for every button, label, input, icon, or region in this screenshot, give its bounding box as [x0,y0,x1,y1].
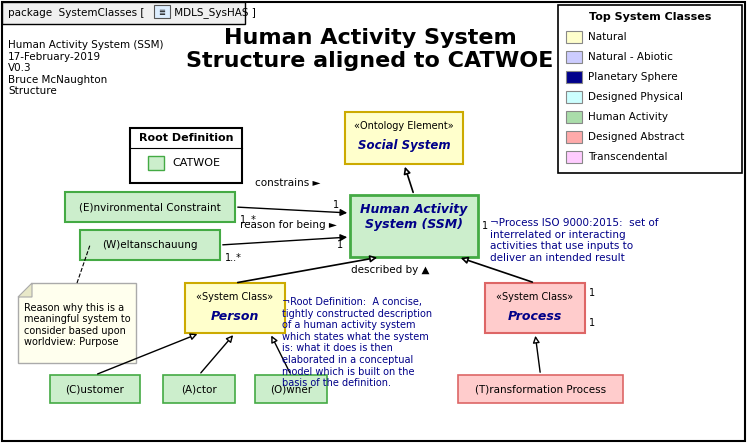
Text: 1: 1 [337,240,343,250]
Text: Human Activity System (SSM)
17-February-2019
V0.3
Bruce McNaughton
Structure: Human Activity System (SSM) 17-February-… [8,40,164,97]
Text: (O)wner: (O)wner [270,384,312,394]
Text: Human Activity: Human Activity [588,112,668,122]
Bar [185,283,285,333]
Text: described by ▲: described by ▲ [351,265,430,275]
Bar [566,31,582,43]
Text: Planetary Sphere: Planetary Sphere [588,72,678,82]
Bar [154,5,170,18]
Bar [65,192,235,222]
Polygon shape [18,283,32,297]
Text: Transcendental: Transcendental [588,152,668,162]
Text: Social System: Social System [358,140,450,152]
Bar [80,230,220,260]
Text: Reason why this is a
meaningful system to
consider based upon
worldview: Purpose: Reason why this is a meaningful system t… [24,303,130,347]
Text: «System Class»: «System Class» [196,292,273,302]
Bar [163,375,235,403]
Text: 1..*: 1..* [240,215,257,225]
Bar [50,375,140,403]
Text: CATWOE: CATWOE [172,158,220,168]
Text: «Ontology Element»: «Ontology Element» [354,121,454,131]
Text: Person: Person [211,311,259,323]
Bar [566,151,582,163]
Text: constrains ►: constrains ► [255,178,320,188]
Text: Designed Physical: Designed Physical [588,92,683,102]
Polygon shape [18,283,136,363]
Text: Natural: Natural [588,32,627,42]
Text: 1: 1 [333,200,339,210]
Bar [566,91,582,103]
Text: «System Class»: «System Class» [497,292,574,302]
Text: Process: Process [508,311,562,323]
Text: (C)ustomer: (C)ustomer [66,384,125,394]
Bar [345,112,463,164]
Text: reason for being ►: reason for being ► [240,220,337,230]
Text: 1: 1 [589,288,595,298]
Text: package  SystemClasses [: package SystemClasses [ [8,8,144,18]
Text: 1..*: 1..* [225,253,242,263]
Bar [255,375,327,403]
Text: Natural - Abiotic: Natural - Abiotic [588,52,673,62]
Bar [130,128,242,183]
Text: (E)nvironmental Constraint: (E)nvironmental Constraint [79,202,221,212]
Bar [458,375,623,403]
Text: Designed Abstract: Designed Abstract [588,132,684,142]
Text: ≣: ≣ [158,8,166,16]
Text: ¬Process ISO 9000:2015:  set of
interrelated or interacting
activities that use : ¬Process ISO 9000:2015: set of interrela… [490,218,659,263]
Bar [350,195,478,257]
Bar [278,285,463,435]
Text: (W)eltanschauung: (W)eltanschauung [102,240,198,250]
Bar [2,2,245,24]
Bar [566,71,582,83]
Text: Human Activity System
Structure aligned to CATWOE: Human Activity System Structure aligned … [186,28,554,71]
Text: 1: 1 [589,318,595,328]
Bar [148,156,164,170]
Text: (T)ransformation Process: (T)ransformation Process [475,384,606,394]
Text: 1: 1 [482,221,488,231]
Bar [566,111,582,123]
Text: Top System Classes: Top System Classes [589,12,711,22]
Text: Root Definition: Root Definition [139,133,233,143]
Bar [566,51,582,63]
Text: Human Activity
System (SSM): Human Activity System (SSM) [360,203,468,231]
Bar [485,283,585,333]
Text: ¬Root Definition:  A concise,
tightly constructed description
of a human activit: ¬Root Definition: A concise, tightly con… [282,297,432,388]
Text: (A)ctor: (A)ctor [181,384,217,394]
Bar [566,131,582,143]
Text: MDLS_SysHAS ]: MDLS_SysHAS ] [171,8,256,19]
Bar [558,5,742,173]
